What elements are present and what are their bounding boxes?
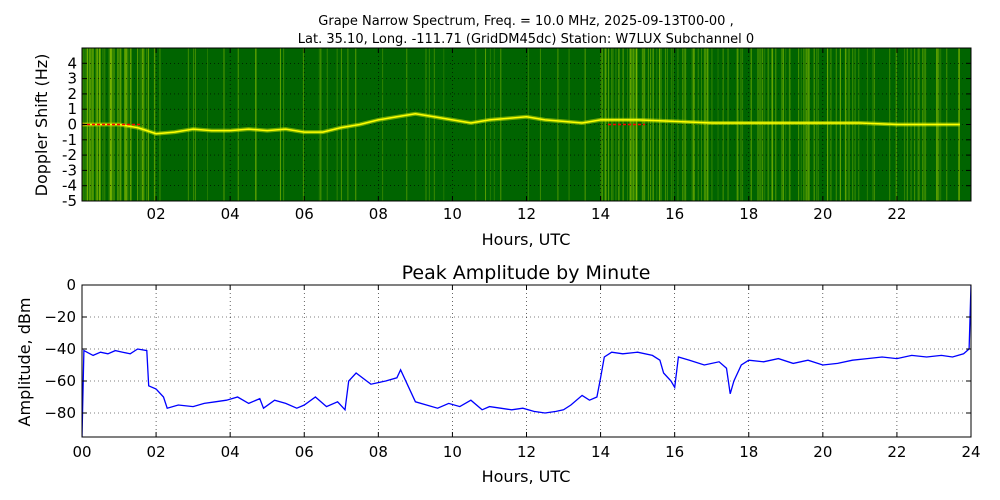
x-tick-label: 06 — [295, 205, 314, 223]
doppler-trace — [82, 113, 960, 135]
amplitude-x-ticks: 00 02 04 06 08 10 12 14 16 18 20 22 24 — [72, 285, 981, 461]
x-tick-label: 16 — [665, 443, 684, 461]
x-tick-label: 20 — [813, 443, 832, 461]
amplitude-chart-title: Peak Amplitude by Minute — [402, 262, 651, 284]
y-tick-label: −40 — [44, 340, 76, 358]
figure-title-line-2: Lat. 35.10, Long. -111.71 (GridDM45dc) S… — [298, 32, 754, 47]
y-tick-label: -2 — [62, 146, 77, 164]
x-tick-label: 08 — [369, 443, 388, 461]
y-tick-label: -3 — [62, 161, 77, 179]
x-tick-label: 10 — [443, 443, 462, 461]
y-tick-label: 3 — [67, 70, 77, 88]
x-tick-label: 04 — [221, 443, 240, 461]
x-tick-label: 12 — [517, 443, 536, 461]
amplitude-y-ticks: 0 −20 −40 −60 −80 — [44, 276, 971, 422]
y-tick-label: −60 — [44, 372, 76, 390]
x-tick-label: 22 — [887, 205, 906, 223]
x-tick-label: 02 — [147, 443, 166, 461]
x-tick-label: 14 — [591, 205, 610, 223]
spectrogram-grid — [82, 48, 971, 202]
x-tick-label: 02 — [147, 205, 166, 223]
y-tick-label: 0 — [66, 276, 76, 294]
x-tick-label: 18 — [739, 443, 758, 461]
x-tick-label: 16 — [665, 205, 684, 223]
y-tick-label: 0 — [67, 116, 77, 134]
x-tick-label: 06 — [295, 443, 314, 461]
y-tick-label: −20 — [44, 308, 76, 326]
spectrogram-x-axis-label: Hours, UTC — [482, 230, 571, 249]
x-tick-label: 08 — [369, 205, 388, 223]
x-tick-label: 00 — [72, 443, 91, 461]
x-tick-label: 22 — [887, 443, 906, 461]
y-tick-label: -1 — [62, 131, 77, 149]
amplitude-series-line — [82, 285, 971, 437]
y-tick-label: 2 — [67, 85, 77, 103]
x-tick-label: 10 — [443, 205, 462, 223]
y-tick-label: 4 — [67, 54, 77, 72]
x-tick-label: 20 — [813, 205, 832, 223]
y-tick-label: -5 — [62, 192, 77, 210]
y-tick-label: −80 — [44, 404, 76, 422]
x-tick-label: 18 — [739, 205, 758, 223]
spectrogram-x-ticks: 02 04 06 08 10 12 14 16 18 20 22 — [147, 48, 906, 223]
x-tick-label: 04 — [221, 205, 240, 223]
y-tick-label: 1 — [67, 100, 77, 118]
amplitude-panel: Peak Amplitude by Minute 00 02 04 06 08 10 12 1… — [15, 262, 981, 486]
spectrogram-y-axis-label: Doppler Shift (Hz) — [32, 54, 51, 197]
x-tick-label: 24 — [961, 443, 980, 461]
x-tick-label: 12 — [517, 205, 536, 223]
y-tick-label: -4 — [62, 177, 77, 195]
x-tick-label: 14 — [591, 443, 610, 461]
figure-title-line-1: Grape Narrow Spectrum, Freq. = 10.0 MHz,… — [318, 14, 733, 29]
amplitude-y-axis-label: Amplitude, dBm — [15, 298, 34, 427]
amplitude-x-axis-label: Hours, UTC — [482, 467, 571, 486]
